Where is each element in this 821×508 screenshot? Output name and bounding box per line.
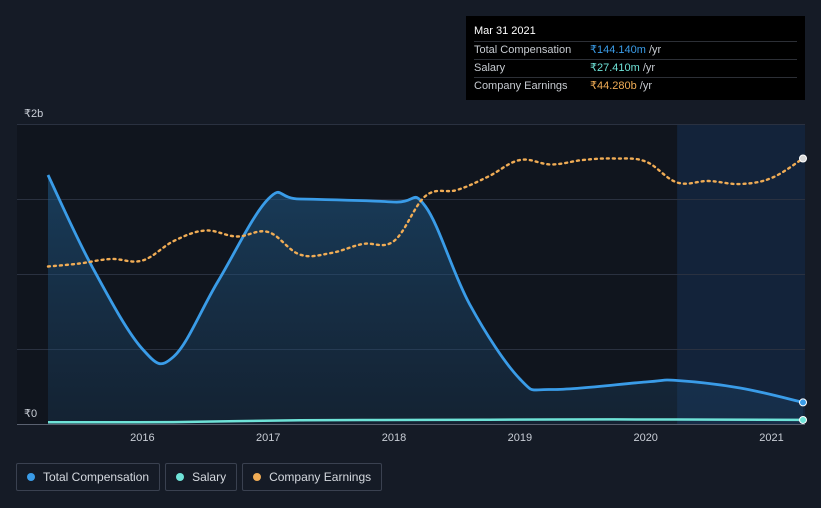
tooltip-unit: /yr — [639, 80, 652, 92]
legend-dot-icon — [176, 473, 185, 481]
tooltip-label: Total Compensation — [474, 44, 572, 56]
legend-item-company-earnings[interactable]: Company Earnings — [242, 463, 383, 491]
legend-label: Company Earnings — [269, 470, 372, 484]
x-tick-label: 2020 — [633, 432, 657, 444]
tooltip-row-salary: Salary ₹27.410m /yr — [474, 60, 797, 78]
tooltip-row-compensation: Total Compensation ₹144.140m /yr — [474, 42, 797, 60]
tooltip-label: Salary — [474, 62, 506, 74]
tooltip-unit: /yr — [642, 62, 656, 74]
y-axis: ₹0 ₹2b — [24, 108, 43, 420]
series-end-marker-earnings — [799, 154, 807, 163]
legend-label: Salary — [192, 470, 227, 484]
legend-item-total-compensation[interactable]: Total Compensation — [16, 463, 161, 491]
tooltip-row-earnings: Company Earnings ₹44.280b /yr — [474, 78, 797, 95]
tooltip-value: ₹44.280b — [590, 80, 637, 92]
y-tick-label: ₹2b — [24, 108, 43, 120]
tooltip-value: ₹144.140m — [590, 44, 646, 56]
legend-dot-icon — [27, 473, 35, 481]
x-tick-label: 2021 — [759, 432, 783, 444]
x-tick-label: 2019 — [508, 432, 532, 444]
tooltip-date: Mar 31 2021 — [474, 23, 797, 42]
x-axis: 2016 2017 2018 2019 2020 2021 — [130, 432, 784, 444]
series-end-marker-salary — [799, 415, 807, 424]
compensation-area — [48, 175, 803, 424]
legend-label: Total Compensation — [43, 470, 150, 484]
salary-line — [47, 418, 804, 424]
series-end-markers — [799, 154, 807, 424]
chart-legend: Total Compensation Salary Company Earnin… — [16, 463, 383, 491]
y-tick-label: ₹0 — [24, 408, 37, 420]
compensation-line — [46, 174, 804, 404]
tooltip-unit: /yr — [648, 44, 662, 56]
series-end-marker-compensation — [799, 398, 807, 407]
legend-item-salary[interactable]: Salary — [165, 463, 238, 491]
x-tick-label: 2016 — [130, 432, 154, 444]
hover-tooltip: Mar 31 2021 Total Compensation ₹144.140m… — [466, 16, 805, 100]
tooltip-value: ₹27.410m — [590, 62, 640, 74]
tooltip-label: Company Earnings — [474, 80, 568, 92]
earnings-line — [46, 157, 805, 268]
x-tick-label: 2017 — [256, 432, 280, 444]
legend-dot-icon — [253, 473, 262, 481]
x-tick-label: 2018 — [382, 432, 406, 444]
